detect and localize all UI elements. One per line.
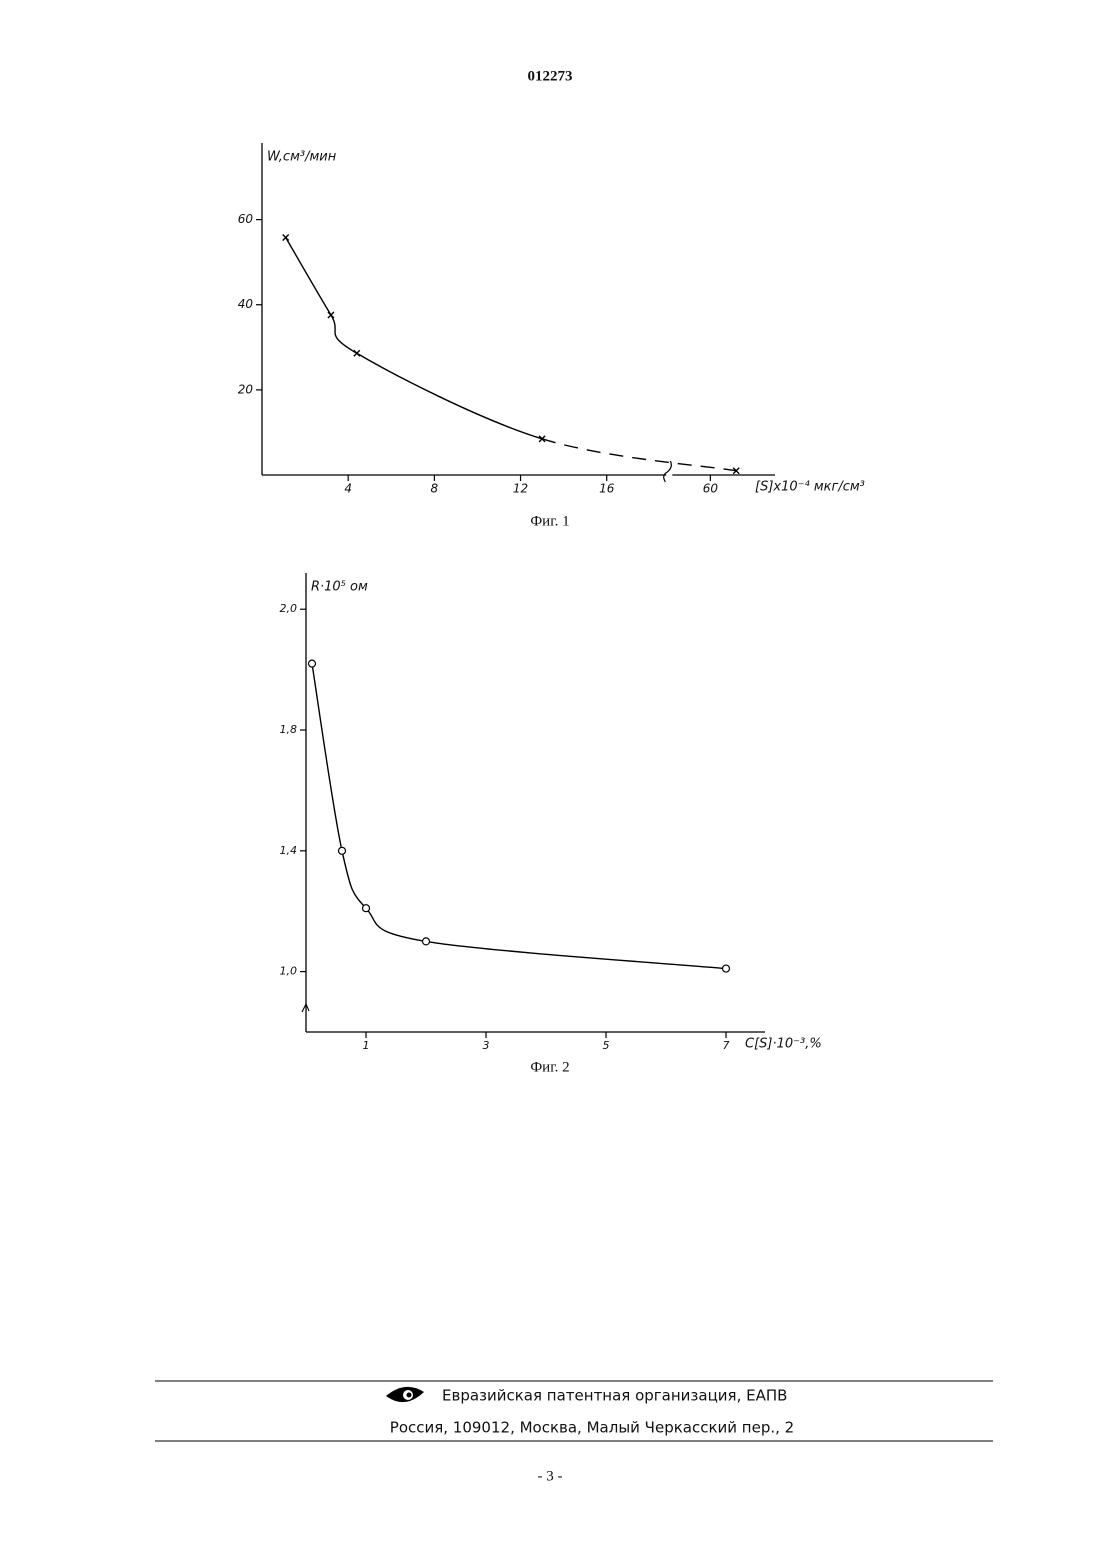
- address: Россия, 109012, Москва, Малый Черкасский…: [390, 1419, 794, 1437]
- y-tick-label: 20: [238, 382, 254, 396]
- document-number: 012273: [528, 68, 573, 84]
- y-tick-label: 1,4: [280, 844, 298, 857]
- point: [363, 905, 370, 912]
- point: [339, 847, 346, 854]
- page: 012273 Евразийская патентная организация…: [0, 0, 1100, 1556]
- y-axis-label: R·10⁵ ом: [311, 580, 368, 595]
- x-tick-label: 5: [603, 1039, 610, 1052]
- x-tick-label: 4: [344, 482, 352, 496]
- point: [309, 660, 316, 667]
- x-axis-label: C[S]·10⁻³,%: [745, 1037, 822, 1052]
- y-tick-label: 40: [238, 297, 254, 311]
- y-tick-label: 1,8: [280, 723, 298, 736]
- y-tick-label: 60: [238, 212, 254, 226]
- y-axis-label: W,см³/мин: [267, 150, 337, 165]
- figure-caption: Фиг. 1: [530, 513, 569, 529]
- x-tick-label: 3: [483, 1039, 490, 1052]
- x-tick-label: 12: [513, 482, 528, 496]
- point: [723, 965, 730, 972]
- point: [423, 938, 430, 945]
- document: 012273 Евразийская патентная организация…: [0, 0, 1100, 1556]
- x-tick-label: 60: [703, 482, 719, 496]
- x-tick-label: 1: [363, 1039, 370, 1052]
- figure-caption: Фиг. 2: [530, 1059, 569, 1075]
- y-tick-label: 2,0: [280, 602, 298, 615]
- x-tick-label: 8: [431, 482, 439, 496]
- page-number: - 3 -: [538, 1468, 563, 1484]
- x-tick-label: 7: [723, 1039, 730, 1052]
- x-axis-label: [S]x10⁻⁴ мкг/см³: [755, 480, 865, 495]
- background: [0, 0, 1100, 1556]
- y-tick-label: 1,0: [280, 965, 298, 978]
- organization: Евразийская патентная организация, ЕАПВ: [442, 1387, 787, 1405]
- x-tick-label: 16: [599, 482, 615, 496]
